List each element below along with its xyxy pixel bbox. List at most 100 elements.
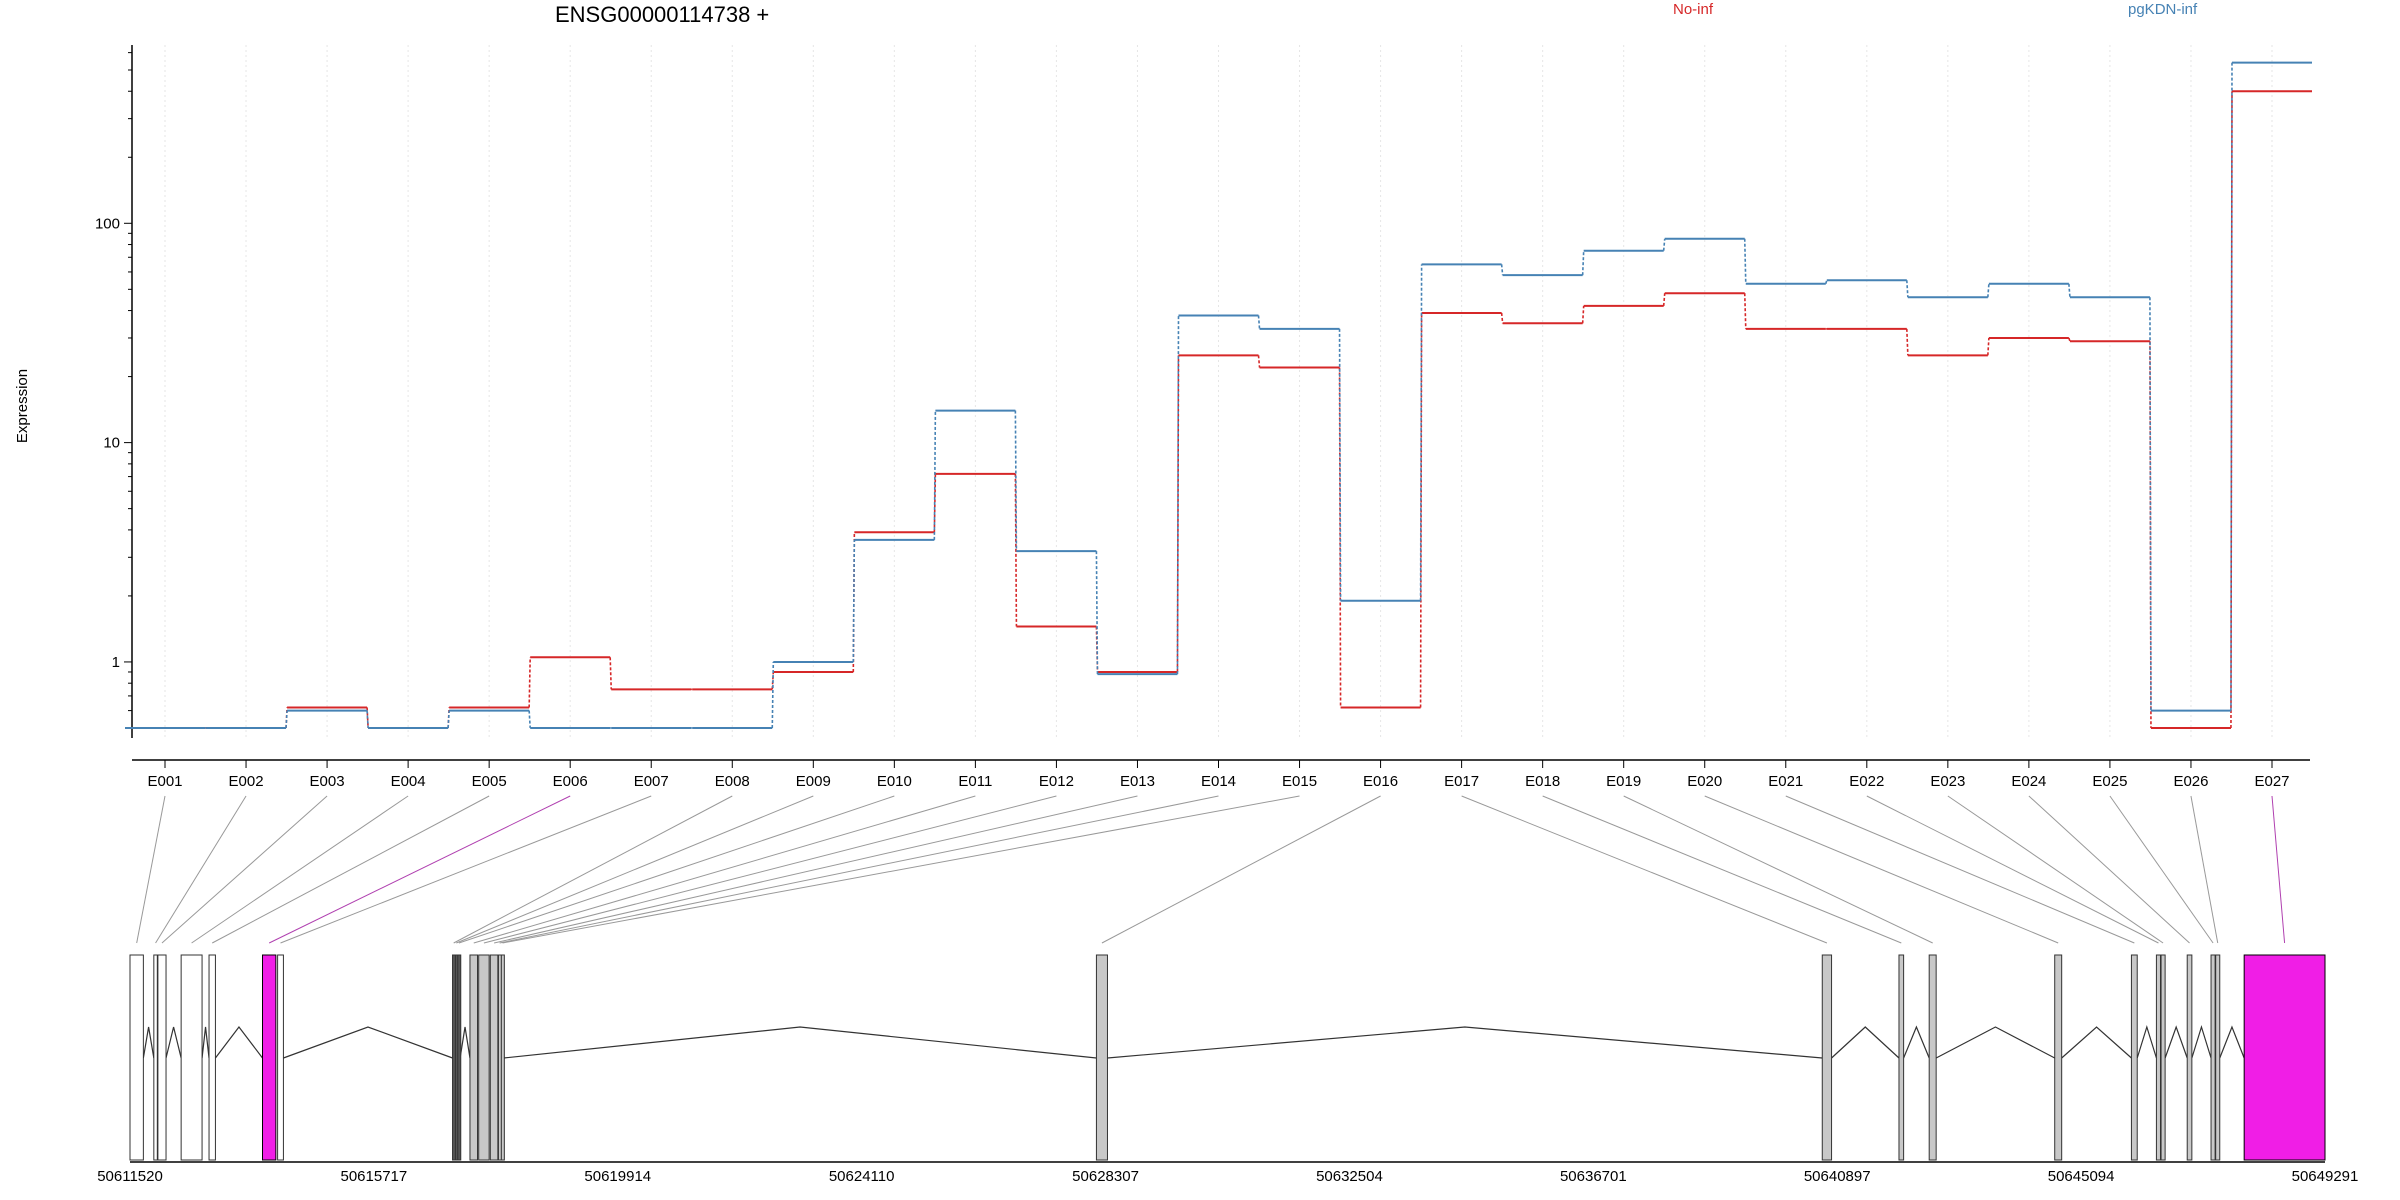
series-connector: [1257, 315, 1261, 329]
coordinate-label: 50632504: [1316, 1168, 1383, 1185]
series-connector: [1743, 238, 1747, 284]
x-tick-label-e020: E020: [1687, 773, 1722, 790]
intron-line: [283, 1026, 453, 1059]
connector-e017: [1461, 795, 1828, 944]
series-connector: [528, 710, 531, 729]
x-tick-label-e003: E003: [310, 773, 345, 790]
connector-e023: [1947, 795, 2164, 944]
connector-e018: [1542, 795, 1902, 944]
series-connector: [1095, 551, 1099, 675]
exon-box-e020: [2054, 954, 2063, 1161]
coordinate-label: 50636701: [1560, 1168, 1627, 1185]
coordinate-label: 50645094: [2048, 1168, 2115, 1185]
exon-box-e024: [2186, 954, 2193, 1161]
series-connector: [366, 710, 369, 729]
x-tick-label-e027: E027: [2254, 773, 2289, 790]
x-tick-label-e005: E005: [472, 773, 507, 790]
series-connector: [1662, 293, 1666, 306]
exon-box-e019: [1928, 954, 1937, 1161]
intron-line: [2219, 1025, 2245, 1059]
x-tick-label-e013: E013: [1120, 773, 1155, 790]
series-connector: [2068, 283, 2071, 298]
series-connector: [2149, 297, 2152, 711]
x-axis: E001 E002 E003 E004 E005 E006 E007 E008 E009 E010…: [132, 759, 2310, 790]
connector-e003: [161, 795, 328, 944]
connector-e027: [2271, 795, 2286, 944]
series-connector: [2230, 91, 2233, 728]
x-tick-label-e001: E001: [147, 773, 182, 790]
connector-e019: [1623, 795, 1933, 944]
series-connector: [1419, 264, 1423, 601]
intron-line: [2061, 1026, 2132, 1059]
gene-model: 50611520 50615717 50619914 50624110 50628307…: [97, 954, 2358, 1185]
series-connector: [1743, 293, 1747, 329]
intron-line: [1903, 1025, 1930, 1059]
exon-box-e005: [208, 954, 216, 1161]
connector-e010: [458, 795, 895, 944]
series-connector: [1176, 355, 1180, 672]
y-tick-label: 100: [95, 215, 120, 232]
series-connector: [285, 710, 288, 729]
x-tick-label-e004: E004: [391, 773, 426, 790]
x-tick-label-e010: E010: [877, 773, 912, 790]
exon-box-e017: [1821, 954, 1833, 1161]
legend-pgkdn-inf: pgKDN-inf: [2128, 1, 2198, 18]
connector-e014: [499, 795, 1219, 944]
series-connector: [2068, 337, 2071, 342]
y-tick-label: 10: [103, 435, 120, 452]
x-tick-label-e015: E015: [1282, 773, 1317, 790]
x-tick-label-e018: E018: [1525, 773, 1560, 790]
connector-e013: [493, 795, 1138, 944]
connector-e009: [456, 795, 814, 944]
connector-e012: [483, 795, 1057, 944]
x-tick-label-e008: E008: [715, 773, 750, 790]
series-connector: [1825, 280, 1828, 284]
exon-box-e021: [2130, 954, 2138, 1161]
intron-line: [214, 1026, 263, 1059]
series-connector: [1662, 238, 1666, 251]
series-connector: [447, 710, 450, 729]
intron-line: [165, 1026, 182, 1059]
exon-box-e023: [2160, 954, 2166, 1161]
x-tick-label-e002: E002: [229, 773, 264, 790]
intron-line: [1935, 1026, 2055, 1059]
legend-no-inf: No-inf: [1673, 1, 1714, 18]
series-connector: [609, 657, 613, 690]
connector-e015: [502, 795, 1300, 944]
coordinate-label: 50640897: [1804, 1168, 1871, 1185]
x-tick-label-e024: E024: [2011, 773, 2046, 790]
x-tick-label-e012: E012: [1039, 773, 1074, 790]
connector-e021: [1785, 795, 2135, 944]
connector-e022: [1866, 795, 2159, 944]
exon-box-e004: [180, 954, 203, 1161]
intron-line: [459, 1026, 471, 1059]
connector-e001: [136, 795, 166, 944]
connector-e024: [2028, 795, 2190, 944]
connector-e025: [2109, 795, 2214, 944]
x-tick-label-e014: E014: [1201, 773, 1236, 790]
series-connector: [1581, 250, 1585, 276]
connector-e004: [191, 795, 409, 944]
connector-e002: [155, 795, 247, 944]
x-tick-label-e025: E025: [2092, 773, 2127, 790]
series-connector: [933, 410, 937, 540]
exon-connectors: [136, 795, 2286, 944]
series-connector: [1014, 410, 1018, 552]
series-connector: [1257, 355, 1261, 368]
exon-box-e015: [500, 954, 505, 1161]
series-connector: [1581, 305, 1585, 324]
connector-e011: [473, 795, 976, 944]
connector-e006: [268, 795, 571, 944]
intron-line: [2136, 1024, 2157, 1059]
series-layer: [125, 61, 2312, 729]
intron-line: [201, 1026, 210, 1059]
coordinate-label: 50615717: [341, 1168, 408, 1185]
exon-box-e011: [469, 954, 479, 1161]
exon-box-e016: [1095, 954, 1108, 1161]
exon-box-e018: [1898, 954, 1905, 1161]
connector-e005: [211, 795, 490, 944]
exon-box-e003: [157, 954, 167, 1161]
series-connector: [528, 657, 531, 708]
connector-e026: [2190, 795, 2219, 944]
